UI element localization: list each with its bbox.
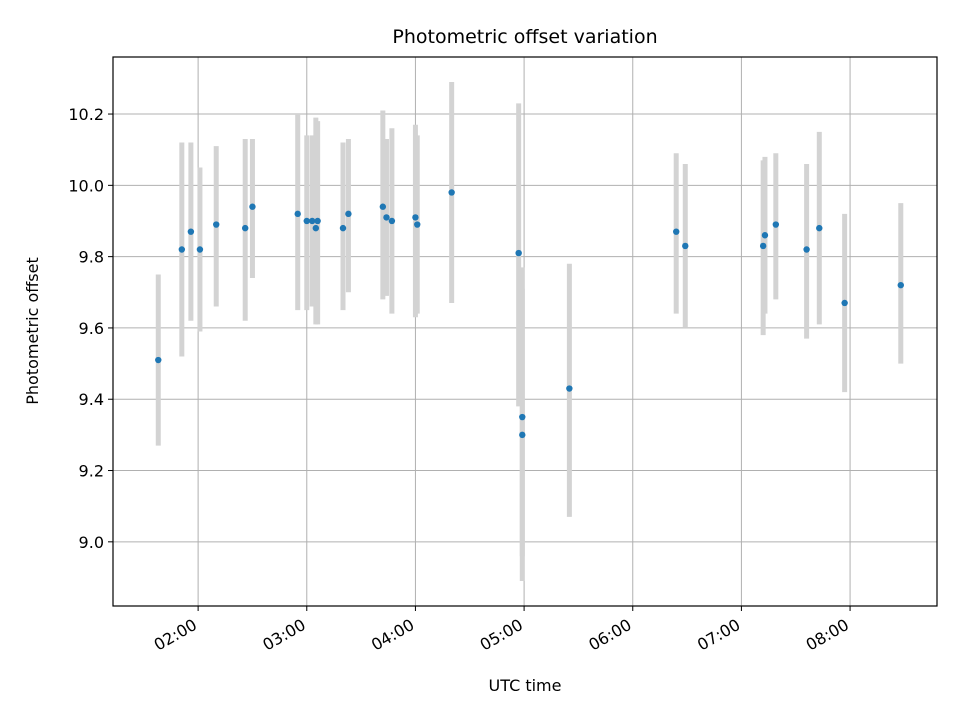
data-point [448,189,455,196]
data-point [841,299,848,307]
data-point [673,228,680,235]
data-point [761,232,769,239]
data-point [897,281,904,289]
chart-title: Photometric offset variation [392,26,657,48]
data-point [213,221,220,228]
data-point [816,224,823,232]
data-point [682,242,689,250]
data-point [314,217,321,225]
y-tick-label: 10.0 [68,176,104,195]
data-point [249,203,256,210]
y-tick-label: 10.2 [68,105,104,124]
data-point [519,431,526,439]
data-point [309,217,316,225]
data-point [519,413,526,421]
data-point [303,217,310,225]
y-tick-label: 9.6 [79,319,104,338]
y-axis-title: Photometric offset [23,257,42,405]
y-tick-label: 9.2 [79,462,104,481]
data-point [242,224,249,232]
data-point [379,203,387,210]
data-point [515,249,522,257]
y-tick-label: 9.4 [79,390,104,409]
data-point [339,224,347,232]
data-point [803,246,810,253]
data-point [414,221,421,228]
data-point [312,224,320,232]
data-point [383,214,390,221]
data-point [345,210,352,218]
data-point [196,246,204,253]
y-axis-ticks: 9.0 9.2 9.4 9.6 9.8 10.0 10.2 [68,105,113,552]
data-point [566,385,573,392]
data-point [178,246,186,253]
data-point [294,210,301,218]
plot-frame [112,56,938,607]
y-tick-label: 9.0 [79,533,104,552]
data-point [155,356,162,364]
data-point [772,221,780,228]
data-point [187,228,195,235]
y-tick-label: 9.8 [79,248,104,267]
data-point [759,242,767,250]
x-axis-title: UTC time [489,676,562,695]
data-points [155,189,904,439]
data-point [388,217,396,225]
data-point [412,214,419,221]
